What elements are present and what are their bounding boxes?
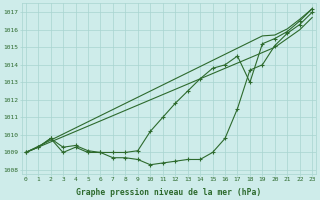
X-axis label: Graphe pression niveau de la mer (hPa): Graphe pression niveau de la mer (hPa) (76, 188, 261, 197)
